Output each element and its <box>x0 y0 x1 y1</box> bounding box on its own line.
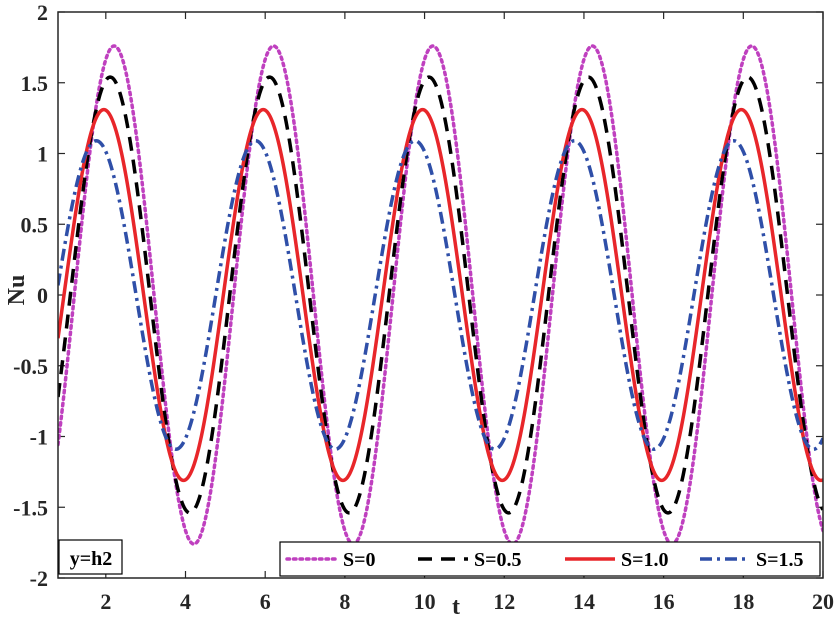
x-tick-label: 2 <box>100 589 111 614</box>
series-line-s-0-5 <box>58 75 823 515</box>
x-tick-label: 6 <box>260 589 271 614</box>
x-tick-label: 10 <box>414 589 436 614</box>
x-tick-label: 14 <box>573 589 595 614</box>
y-tick-label: 1 <box>37 142 48 167</box>
legend-label: S=1.5 <box>756 549 804 571</box>
y-tick-label: 0.5 <box>21 212 49 237</box>
annotation-box: y=h2 <box>58 539 123 575</box>
y-tick-label: -1 <box>30 425 48 450</box>
y-tick-label: 1.5 <box>21 71 49 96</box>
y-tick-label: -0.5 <box>13 354 48 379</box>
x-tick-label: 18 <box>732 589 754 614</box>
series-line-s-1-0 <box>58 107 823 483</box>
legend-label: S=0 <box>343 549 376 571</box>
series-line-s-0 <box>58 44 823 546</box>
legend-label: S=0.5 <box>474 549 522 571</box>
x-tick-label: 4 <box>180 589 191 614</box>
annotation-text: y=h2 <box>70 548 113 570</box>
series-line-s-1-5 <box>58 139 823 451</box>
y-tick-label: -1.5 <box>13 495 48 520</box>
y-tick-label: 0 <box>37 283 48 308</box>
legend: S=0 S=0.5 S=1.0 S=1.5 <box>279 541 821 577</box>
x-tick-label: 20 <box>812 589 834 614</box>
x-tick-label: 12 <box>493 589 515 614</box>
x-axis-label: t <box>452 594 460 620</box>
y-axis-label: Nu <box>4 275 30 306</box>
legend-label: S=1.0 <box>621 549 669 571</box>
plot-frame <box>57 11 824 579</box>
y-tick-label: -2 <box>30 566 48 591</box>
y-tick-label: 2 <box>37 0 48 25</box>
x-tick-label: 16 <box>653 589 675 614</box>
x-tick-label: 8 <box>339 589 350 614</box>
